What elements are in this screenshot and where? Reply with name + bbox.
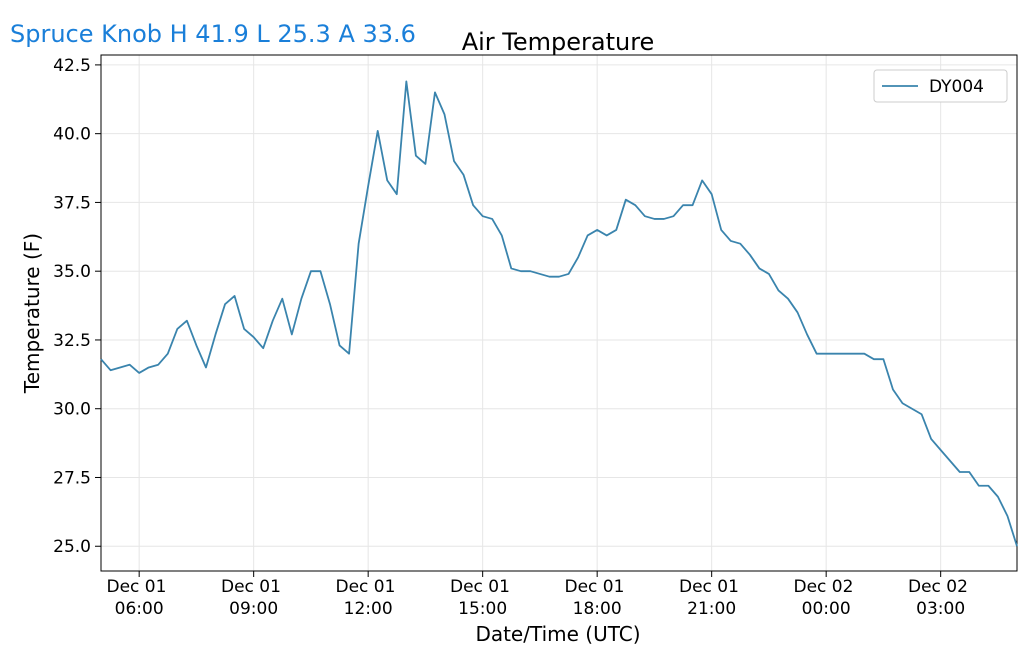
x-tick-label: Dec 02 00:00	[793, 577, 858, 619]
y-tick-label: 32.5	[53, 331, 91, 351]
plot-frame	[100, 54, 1018, 572]
y-tick-label: 42.5	[53, 56, 91, 76]
y-tick-label: 25.0	[53, 537, 91, 557]
data-line	[100, 80, 1018, 547]
x-tick-label: Dec 01 09:00	[221, 577, 286, 619]
y-tick-label: 35.0	[53, 262, 91, 282]
y-tick-label: 27.5	[53, 468, 91, 488]
legend-label: DY004	[929, 77, 984, 97]
x-tick-label: Dec 02 03:00	[908, 577, 973, 619]
x-tick-label: Dec 01 12:00	[335, 577, 400, 619]
x-tick-label: Dec 01 06:00	[106, 577, 171, 619]
header: Spruce Knob H 41.9 L 25.3 A 33.6	[10, 20, 416, 48]
chart-title: Air Temperature	[462, 28, 655, 56]
y-tick-label: 40.0	[53, 125, 91, 145]
x-axis-label: Date/Time (UTC)	[475, 622, 640, 646]
y-tick-label: 30.0	[53, 400, 91, 420]
x-tick-label: Dec 01 18:00	[564, 577, 629, 619]
y-tick-label: 37.5	[53, 193, 91, 213]
y-axis-label: Temperature (F)	[20, 233, 44, 394]
x-tick-label: Dec 01 21:00	[679, 577, 744, 619]
legend-box	[873, 69, 1008, 103]
x-tick-label: Dec 01 15:00	[450, 577, 515, 619]
